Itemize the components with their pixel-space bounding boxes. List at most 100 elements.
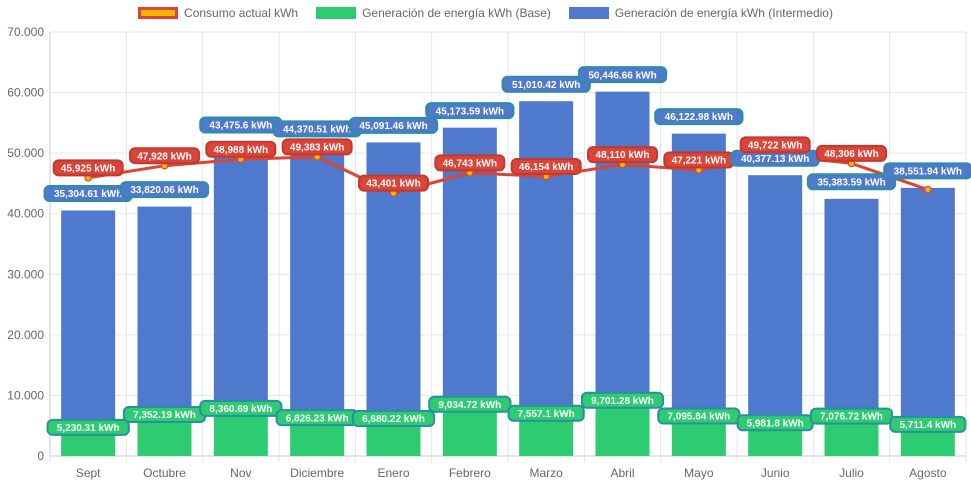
legend-item-intermedio[interactable]: Generación de energía kWh (Intermedio) [568,6,833,20]
x-tick-label: Marzo [529,466,563,480]
point-consumo [924,185,932,194]
data-label-base-box [351,410,436,428]
x-tick-label: Junio [761,466,790,480]
data-label-consumo-box [52,159,124,177]
data-label-intermedio: 50,446.66 kWh [588,70,656,81]
data-label-intermedio: 40,377.13 kWh [741,154,809,165]
y-tick-label: 50.000 [7,146,44,160]
data-label-intermedio-box [806,173,897,191]
y-tick-label: 40.000 [7,207,44,221]
bar-intermedio [519,101,574,411]
bar-intermedio [748,175,803,420]
y-tick-label: 70.000 [7,25,44,39]
data-label-base-box [580,391,665,409]
data-label-intermedio: 35,304.61 kWh [54,189,122,200]
data-label-base: 9,034.72 kWh [438,400,501,411]
data-label-consumo-box [205,140,277,158]
legend-item-consumo[interactable]: Consumo actual kWh [138,6,298,20]
data-label-intermedio-box [883,162,971,180]
data-label-consumo: 48,306 kWh [824,149,878,160]
data-label-consumo: 49,722 kWh [748,140,802,151]
data-label-consumo-box [816,144,887,162]
x-tick-label: Mayo [684,466,714,480]
data-label-consumo: 49,383 kWh [290,142,344,153]
bar-intermedio [595,91,650,398]
bar-intermedio [900,187,955,422]
data-label-intermedio: 38,551.94 kWh [894,166,962,177]
data-label-base-box [507,404,585,422]
x-tick-label: Febrero [449,466,491,480]
y-tick-label: 60.000 [7,86,44,100]
data-label-intermedio-box [119,181,210,199]
x-tick-label: Agosto [909,466,947,480]
legend-label-consumo: Consumo actual kWh [184,6,299,20]
legend-label-intermedio: Generación de energía kWh (Intermedio) [614,6,833,20]
bar-intermedio [824,198,879,414]
data-label-base: 6,680.22 kWh [362,414,425,425]
data-label-base-box [199,399,283,417]
y-tick-label: 30.000 [7,267,44,281]
x-tick-label: Diciembre [290,466,344,480]
data-label-consumo-box [281,138,353,156]
data-label-consumo-box [587,146,658,164]
data-label-base: 6,826.23 kWh [286,413,349,424]
legend: Consumo actual kWh Generación de energía… [0,6,971,20]
data-label-consumo: 47,221 kWh [672,156,726,167]
data-label-consumo: 46,154 kWh [519,162,573,173]
bar-intermedio [61,210,116,425]
data-label-base-box [428,395,512,413]
data-label-base: 7,352.19 kWh [133,410,196,421]
legend-swatch-base [316,7,357,19]
x-tick-label: Sept [76,466,101,480]
data-label-base: 8,360.69 kWh [209,404,272,415]
data-label-consumo-box [739,136,811,154]
data-label-base: 7,557.1 kWh [518,409,575,420]
data-label-consumo: 48,988 kWh [214,145,268,156]
data-label-base-box [46,418,130,436]
bar-intermedio [290,145,345,415]
data-label-intermedio: 46,122.98 kWh [665,112,733,123]
data-label-base: 5,981.8 kWh [747,418,804,429]
data-label-consumo-box [434,154,506,172]
x-tick-label: Abril [610,466,634,480]
bar-intermedio [671,133,726,414]
data-label-consumo: 47,928 kWh [137,151,191,162]
legend-label-base: Generación de energía kWh (Base) [362,6,551,20]
data-label-consumo-box [510,157,582,175]
x-tick-label: Nov [230,466,251,480]
data-label-intermedio: 45,091.46 kWh [359,121,427,132]
data-label-intermedio: 51,010.42 kWh [512,80,580,91]
y-tick-label: 0 [37,449,44,463]
legend-swatch-consumo [138,7,179,19]
data-label-intermedio-box [348,116,439,134]
data-label-base-box [809,407,894,425]
data-label-intermedio-box [501,75,591,93]
data-label-base: 7,076.72 kWh [820,412,883,423]
y-tick-label: 20.000 [7,328,44,342]
data-label-intermedio-box [577,66,668,84]
data-label-base: 7,095.84 kWh [667,412,730,423]
x-tick-label: Enero [377,466,409,480]
data-label-base-box [889,415,967,433]
data-label-consumo: 46,743 kWh [443,158,497,169]
data-label-intermedio-box [425,102,515,120]
legend-swatch-intermedio [568,7,609,19]
data-label-intermedio: 45,173.59 kWh [436,106,504,117]
y-tick-label: 10.000 [7,388,44,402]
data-label-consumo-box [358,174,429,192]
x-tick-label: Julio [839,466,864,480]
bar-intermedio [213,142,268,406]
bar-intermedio [137,206,192,412]
data-label-base: 5,230.31 kWh [57,423,120,434]
data-label-consumo: 45,925 kWh [61,163,115,174]
data-label-consumo-box [129,147,200,165]
data-label-intermedio: 44,370.51 kWh [283,124,351,135]
data-label-consumo: 48,110 kWh [596,150,650,161]
legend-item-base[interactable]: Generación de energía kWh (Base) [316,6,551,20]
data-label-intermedio-box [654,108,744,126]
data-label-intermedio: 43,475.6 kWh [209,121,272,132]
x-tick-label: Octubre [143,466,186,480]
data-label-intermedio: 33,820.06 kWh [130,185,198,196]
